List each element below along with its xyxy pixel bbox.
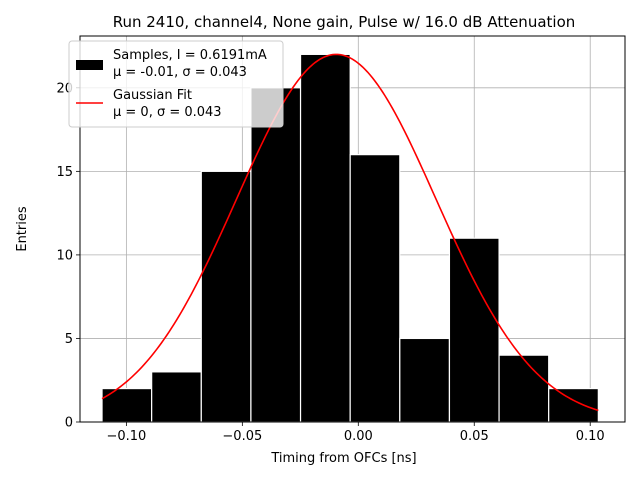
histogram-bar [250,87,302,423]
y-tick-label: 0 [65,416,73,431]
x-axis-ticks: −0.10 −0.05 0.00 0.05 0.10 [106,422,605,444]
y-tick-label: 5 [65,332,73,347]
histogram-bar [399,337,451,423]
legend: Samples, I = 0.6191mA μ = -0.01, σ = 0.0… [68,40,284,128]
legend-samples-swatch [76,60,103,70]
histogram-bar [349,154,401,423]
chart-title: Run 2410, channel4, None gain, Pulse w/ … [113,13,576,31]
x-axis-label: Timing from OFCs [ns] [270,451,416,466]
gaussian-fit-line [101,53,599,412]
legend-box [68,40,284,128]
legend-fit-label: Gaussian Fit [113,88,192,103]
histogram-bar [548,387,599,423]
x-tick-label: 0.05 [460,429,489,444]
histogram-bar [448,237,500,423]
x-tick-label: −0.10 [106,429,146,444]
plot-frame [79,35,626,423]
legend-fit-stats: μ = 0, σ = 0.043 [113,105,222,120]
histogram-bar [200,170,252,423]
histogram-bar [299,53,351,423]
histogram-bar [498,354,550,423]
y-axis-label: Entries [15,206,30,252]
x-tick-label: 0.10 [576,429,605,444]
histogram-bars [101,53,599,423]
y-tick-label: 10 [56,248,73,263]
y-tick-label: 15 [56,165,73,180]
legend-samples-stats: μ = -0.01, σ = 0.043 [113,65,247,80]
x-tick-label: −0.05 [222,429,262,444]
x-tick-label: 0.00 [344,429,373,444]
histogram-bar [151,371,202,423]
legend-samples-label: Samples, I = 0.6191mA [113,48,267,63]
